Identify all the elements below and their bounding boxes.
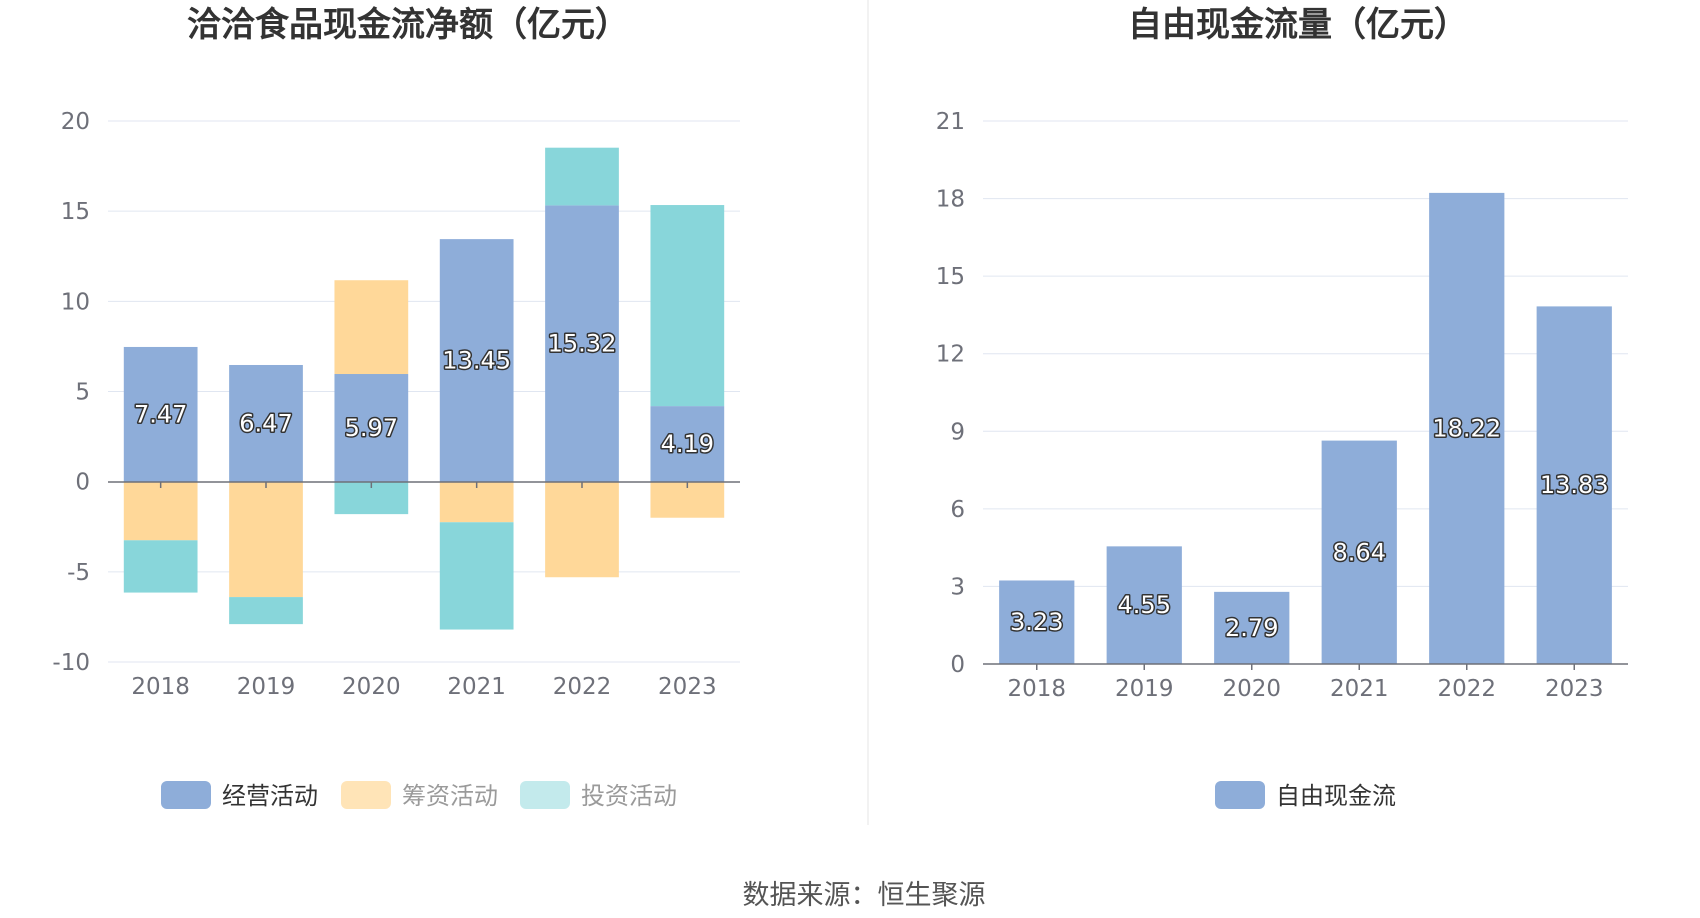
legend-item[interactable]: 投资活动 [581,782,677,810]
legend-swatch[interactable] [161,781,211,809]
y-tick-label: 5 [75,380,90,406]
data-label: 13.83 [1540,471,1609,499]
chart2-title: 自由现金流量（亿元） [1128,5,1468,45]
legend-item[interactable]: 自由现金流 [1276,782,1396,810]
data-label: 4.19 [661,430,714,458]
x-tick-label: 2023 [658,674,717,700]
data-label: 15.32 [548,330,617,358]
bar-2-2022 [545,481,619,578]
y-tick-label: 18 [936,187,965,213]
bar-3-2019 [229,597,303,625]
bar-1-2018 [999,580,1075,664]
bar-2-2019 [229,481,303,598]
chart1-gridlines [108,120,740,663]
x-tick-label: 2022 [1437,676,1496,702]
y-tick-label: 21 [936,109,965,135]
legend-item[interactable]: 筹资活动 [402,782,498,810]
chart2-y-ticks: 0 3 6 9 12 15 18 21 [936,109,965,678]
bar-3-2018 [123,540,198,593]
data-label: 4.55 [1118,591,1171,619]
chart2-legend[interactable]: 自由现金流 [1215,781,1396,810]
bar-2-2018 [123,481,198,541]
legend-swatch[interactable] [520,781,570,809]
data-label: 3.23 [1010,608,1063,636]
data-label: 7.47 [134,400,187,428]
bar-1-2021 [1321,440,1397,664]
x-tick-label: 2018 [1007,676,1066,702]
chart1-legend[interactable]: 经营活动 筹资活动 投资活动 [161,781,677,810]
bar-1-2022 [545,205,619,482]
x-tick-label: 2019 [237,674,296,700]
chart2-bars [999,192,1612,664]
legend-swatch[interactable] [341,781,391,809]
y-tick-label: 15 [936,264,965,290]
chart1-data-labels: 7.47 6.47 5.97 13.45 15.32 4.19 [132,328,715,459]
legend-item[interactable]: 经营活动 [222,782,318,810]
bar-2-2021 [439,481,514,523]
legend-swatch[interactable] [1215,781,1265,809]
bar-1-2022 [1429,192,1505,664]
y-tick-label: 9 [950,419,965,445]
y-tick-label: -5 [67,560,90,586]
y-tick-label: 0 [75,470,90,496]
chart1-x-ticks: 2018 2019 2020 2021 2022 2023 [108,481,740,700]
bar-3-2023 [650,205,725,407]
x-tick-label: 2020 [342,674,401,700]
chart1-y-ticks: -10 -5 0 5 10 15 20 [52,109,90,676]
data-label: 13.45 [442,346,511,374]
x-tick-label: 2021 [1330,676,1389,702]
bar-3-2022 [545,147,619,206]
bar-1-2018 [123,346,198,482]
chart1-title: 洽洽食品现金流净额（亿元） [187,5,629,45]
cash-flow-net-chart: 洽洽食品现金流净额（亿元） -10 -5 0 5 10 15 20 7.47 6.47 5.97… [52,5,740,810]
y-tick-label: 0 [950,652,965,678]
y-tick-label: 12 [936,342,965,368]
x-tick-label: 2019 [1115,676,1174,702]
x-tick-label: 2023 [1545,676,1604,702]
data-label: 8.64 [1333,538,1386,566]
y-tick-label: 3 [950,574,965,600]
y-tick-label: 20 [61,109,90,135]
data-label: 5.97 [345,414,398,442]
data-label: 6.47 [239,409,292,437]
bar-3-2021 [439,522,514,630]
free-cash-flow-chart: 自由现金流量（亿元） 0 3 6 9 12 15 18 21 3.23 4.55 2.79 8.64… [936,5,1628,810]
source-note: 数据来源：恒生聚源 [743,880,986,911]
x-tick-label: 2020 [1222,676,1281,702]
x-tick-label: 2021 [447,674,506,700]
bar-1-2020 [1214,591,1290,664]
x-tick-label: 2022 [553,674,612,700]
bar-1-2020 [334,374,409,482]
chart2-data-labels: 3.23 4.55 2.79 8.64 18.22 13.83 [1009,413,1611,643]
x-tick-label: 2018 [131,674,190,700]
bar-1-2019 [1106,546,1182,664]
y-tick-label: 15 [61,199,90,225]
bar-1-2021 [439,239,514,482]
bar-1-2023 [650,406,725,482]
bar-1-2023 [1536,306,1612,664]
chart2-x-ticks: 2018 2019 2020 2021 2022 2023 [983,663,1628,702]
bar-2-2020 [334,280,409,375]
data-label: 18.22 [1432,414,1501,442]
y-tick-label: 6 [950,497,965,523]
chart2-gridlines [983,120,1628,587]
y-tick-label: -10 [52,650,90,676]
chart1-bars [123,147,725,630]
data-label: 2.79 [1225,614,1278,642]
y-tick-label: 10 [61,289,90,315]
bar-1-2019 [229,364,303,482]
